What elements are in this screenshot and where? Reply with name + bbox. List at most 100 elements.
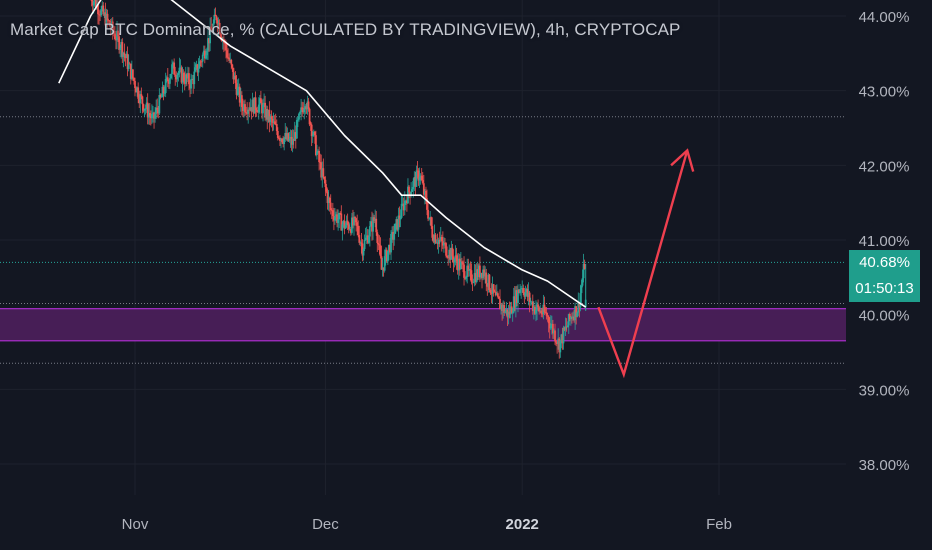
candle-body [427,209,429,219]
candle-up [514,286,517,318]
candle-body [190,79,192,89]
candle-down [405,194,408,212]
candle-body [503,305,506,313]
candle-body [485,272,488,284]
candle-body [452,256,455,263]
candle-body [478,265,481,278]
candle-body [341,224,344,231]
candle-down [157,105,160,119]
candle-body [162,86,165,94]
candle-up [374,209,377,228]
candle-up [582,253,585,283]
candle-body [366,235,369,243]
candle-body [526,289,529,298]
candle-body [502,305,505,311]
candle-up [191,74,194,81]
candle-body [462,262,464,265]
candle-body [198,61,201,69]
candle-body [530,301,533,303]
candle-body [496,293,499,297]
candle-down [425,186,427,204]
candle-down [271,115,274,132]
candle-down [208,38,210,53]
candle-body [557,338,560,345]
candle-down [361,239,364,262]
candle-down [305,103,308,114]
candle-body [254,97,257,111]
candle-body [310,124,313,137]
candle-up [161,81,164,98]
candle-up [362,247,365,261]
candle-up [472,278,475,284]
candle-body [425,190,427,199]
candle-body [574,306,577,321]
candle-body [444,242,446,244]
candle-down [422,174,425,198]
candle-down [340,205,343,231]
candle-body [454,255,457,259]
candle-up [170,73,172,79]
candle-body [209,26,212,44]
candle-body [384,249,387,257]
candle-up [300,98,303,121]
y-tick-label: 39.00% [859,382,910,399]
candle-up [303,99,306,120]
candle-down [259,90,262,104]
candle-up [394,223,397,235]
bar-countdown-badge: 01:50:13 [849,276,920,302]
candle-down [230,58,233,70]
candle-up [119,44,122,58]
candle-up [116,21,118,50]
candle-down [310,122,313,147]
candle-body [216,20,219,28]
candle-body [488,274,491,290]
candle-body [202,50,205,55]
candle-up [304,104,307,115]
candle-up [233,72,236,80]
candle-down [277,136,280,140]
candle-body [365,235,368,238]
candle-body [528,292,531,302]
candle-body [289,136,292,139]
candle-body [487,274,490,287]
candle-down [134,77,136,97]
candle-down [308,107,311,127]
candle-up [253,97,256,114]
candle-down [162,84,165,101]
candle-body [463,264,465,278]
candle-body [176,74,179,80]
candle-body [538,307,541,312]
candle-down [490,283,493,304]
candle-down [126,46,129,77]
candle-body [309,124,312,126]
candle-down [215,14,218,24]
candle-up [125,51,128,59]
candle-up [511,307,514,322]
candle-body [247,109,250,114]
candle-body [264,102,267,118]
candle-body [357,225,360,235]
candle-body [90,0,93,2]
candle-down [331,202,334,222]
candle-body [494,292,497,296]
candle-down [523,287,526,304]
candle-up [209,17,212,52]
candle-body [98,14,100,16]
candle-down [199,59,202,67]
candle-up [217,17,220,37]
candle-up [316,144,318,160]
candle-body [307,101,310,109]
candle-down [461,257,463,270]
candle-up [574,302,577,330]
candle-down [309,121,312,131]
candle-down [108,20,111,27]
candle-down [174,66,177,86]
candle-up [195,60,198,70]
candle-down [537,299,539,312]
candle-body [347,224,350,230]
candle-body [159,95,162,98]
candle-down [471,274,474,292]
candle-body [329,202,332,211]
candle-body [395,219,398,224]
